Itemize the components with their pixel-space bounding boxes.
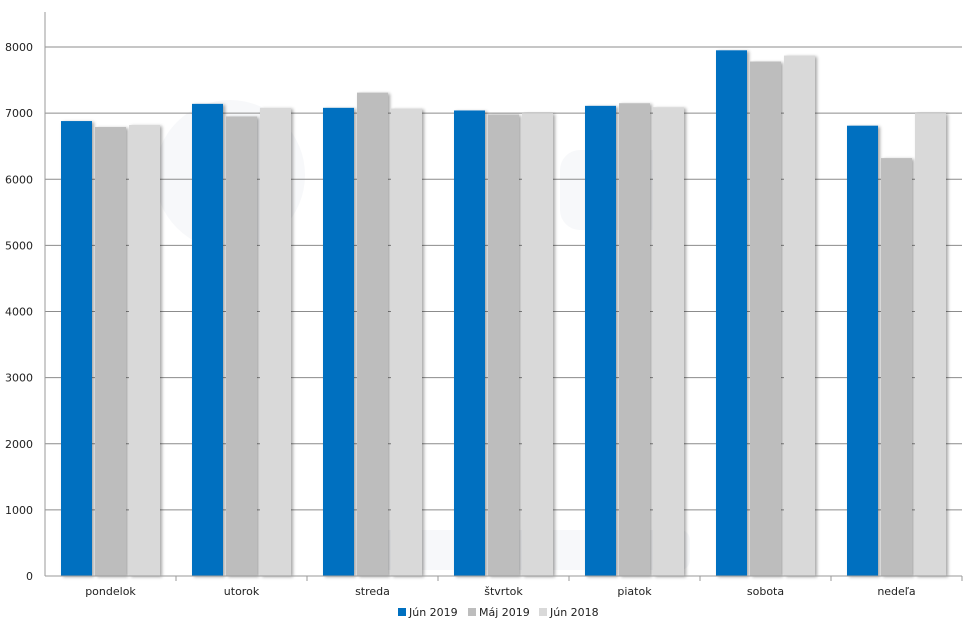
bar-jun-2019-piatok[interactable]	[585, 105, 616, 576]
bar-jun-2018-piatok[interactable]	[653, 107, 684, 576]
legend-item-jun-2019[interactable]: Jún 2019	[398, 606, 458, 619]
bar-maj-2019-stvrtok[interactable]	[488, 114, 519, 576]
y-tick-label: 8000	[5, 41, 33, 54]
x-category-label: utorok	[224, 585, 260, 598]
bar-maj-2019-piatok[interactable]	[619, 103, 650, 577]
bar-maj-2019-pondelok[interactable]	[95, 127, 126, 576]
bar-jun-2019-pondelok[interactable]	[61, 121, 92, 576]
y-tick-label: 1000	[5, 504, 33, 517]
x-category-label: sobota	[747, 585, 784, 598]
bar-jun-2019-nedela[interactable]	[847, 125, 878, 576]
bar-jun-2019-stvrtok[interactable]	[454, 110, 485, 576]
bar-maj-2019-nedela[interactable]	[881, 158, 912, 576]
y-tick-label: 0	[26, 570, 33, 583]
legend-swatch	[398, 608, 406, 616]
bar-jun-2018-nedela[interactable]	[915, 113, 946, 576]
y-tick-label: 7000	[5, 107, 33, 120]
x-category-label: nedeľa	[877, 585, 915, 598]
y-tick-label: 2000	[5, 438, 33, 451]
y-tick-label: 3000	[5, 372, 33, 385]
bar-jun-2019-streda[interactable]	[323, 107, 354, 577]
y-tick-label: 5000	[5, 239, 33, 252]
y-tick-label: 4000	[5, 306, 33, 319]
bar-jun-2018-utorok[interactable]	[260, 107, 291, 577]
bar-maj-2019-sobota[interactable]	[750, 61, 781, 577]
bar-jun-2018-sobota[interactable]	[784, 55, 815, 576]
bar-maj-2019-utorok[interactable]	[226, 116, 257, 577]
bar-jun-2018-stvrtok[interactable]	[522, 113, 553, 576]
bar-jun-2018-pondelok[interactable]	[129, 125, 160, 576]
legend-label: Jún 2018	[549, 606, 599, 619]
bar-jun-2018-streda[interactable]	[391, 108, 422, 576]
legend-label: Máj 2019	[479, 606, 530, 619]
x-category-label: piatok	[617, 585, 652, 598]
bar-maj-2019-streda[interactable]	[357, 92, 388, 576]
y-tick-label: 6000	[5, 173, 33, 186]
x-category-label: štvrtok	[484, 585, 523, 598]
x-category-label: streda	[355, 585, 390, 598]
axes: 0 1000 2000 3000 4000 5000 6000 7000 8000 pondelo…	[5, 12, 963, 598]
legend-item-maj-2019[interactable]: Máj 2019	[468, 606, 530, 619]
legend-swatch	[468, 608, 476, 616]
legend: Jún 2019 Máj 2019 Jún 2018	[398, 606, 599, 619]
bar-jun-2019-sobota[interactable]	[716, 50, 747, 576]
legend-swatch	[539, 608, 547, 616]
bar-jun-2019-utorok[interactable]	[192, 103, 223, 577]
x-category-label: pondelok	[85, 585, 136, 598]
bars	[61, 50, 946, 577]
legend-item-jun-2018[interactable]: Jún 2018	[539, 606, 599, 619]
legend-label: Jún 2019	[408, 606, 458, 619]
